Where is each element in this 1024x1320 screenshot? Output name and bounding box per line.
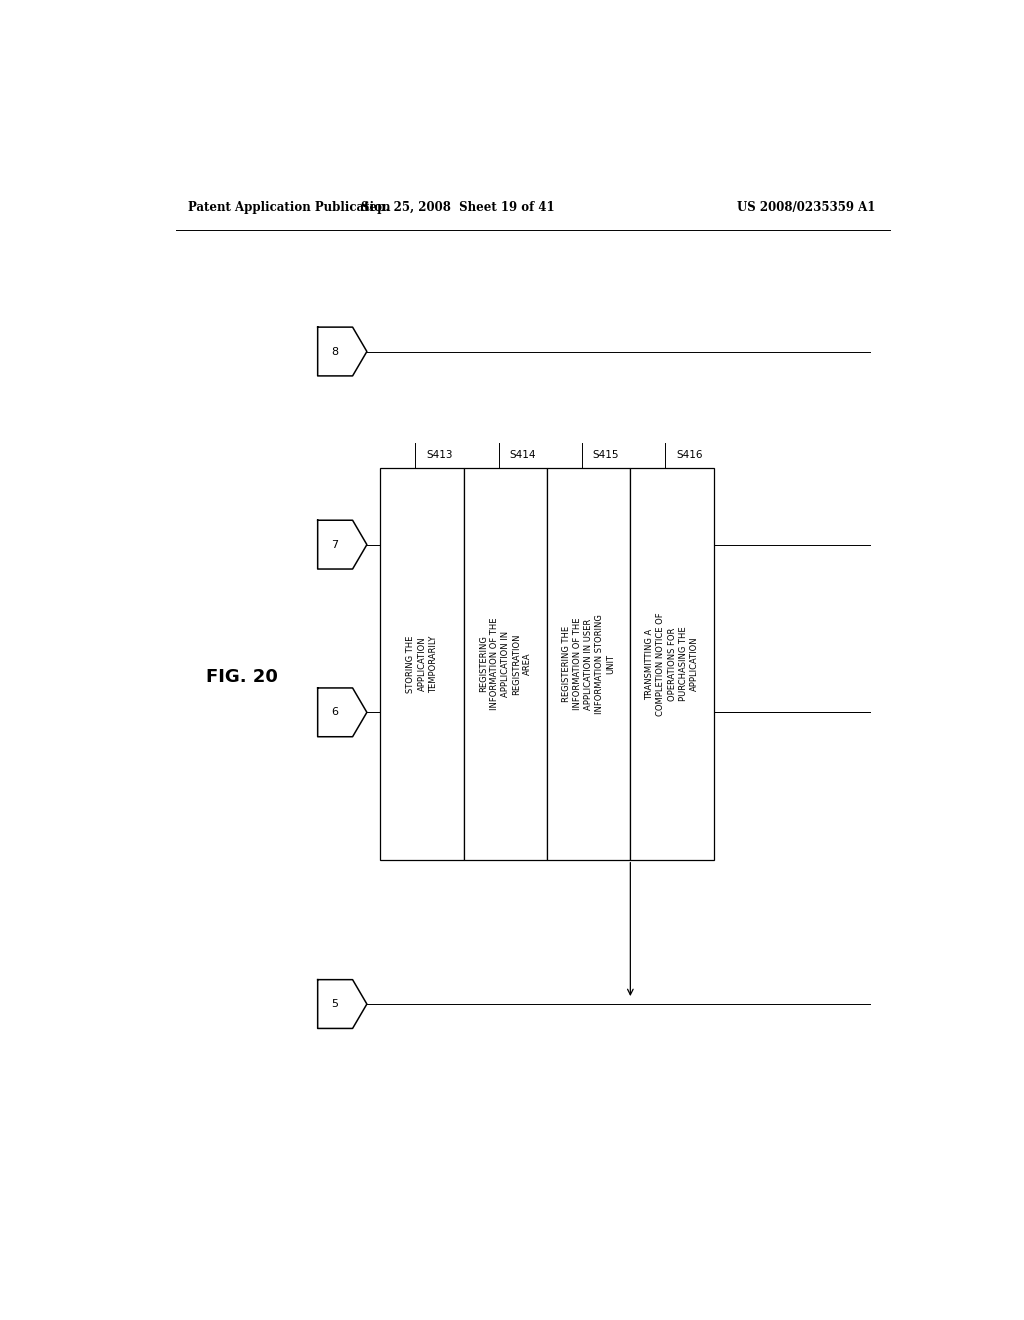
Text: TRANSMITTING A
COMPLETION NOTICE OF
OPERATIONS FOR
PURCHASING THE
APPLICATION: TRANSMITTING A COMPLETION NOTICE OF OPER… [645,612,698,715]
Text: S413: S413 [426,450,453,461]
Text: Sep. 25, 2008  Sheet 19 of 41: Sep. 25, 2008 Sheet 19 of 41 [360,201,554,214]
Text: FIG. 20: FIG. 20 [206,668,278,686]
Polygon shape [317,688,367,737]
FancyBboxPatch shape [547,469,631,859]
Text: Patent Application Publication: Patent Application Publication [187,201,390,214]
Text: S416: S416 [676,450,702,461]
Text: S415: S415 [593,450,620,461]
Text: 7: 7 [332,540,339,549]
FancyBboxPatch shape [464,469,547,859]
Polygon shape [317,979,367,1028]
Polygon shape [317,327,367,376]
Polygon shape [317,520,367,569]
Text: S414: S414 [509,450,536,461]
Text: 6: 6 [332,708,339,717]
Text: 5: 5 [332,999,339,1008]
FancyBboxPatch shape [380,469,464,859]
FancyBboxPatch shape [631,469,714,859]
Text: 8: 8 [332,347,339,356]
Text: REGISTERING THE
INFORMATION OF THE
APPLICATION IN USER
INFORMATION STORING
UNIT: REGISTERING THE INFORMATION OF THE APPLI… [562,614,615,714]
Text: STORING THE
APPLICATION
TEMPORARILY: STORING THE APPLICATION TEMPORARILY [407,635,437,693]
Text: US 2008/0235359 A1: US 2008/0235359 A1 [737,201,876,214]
Text: REGISTERING
INFORMATION OF THE
APPLICATION IN
REGISTRATION
AREA: REGISTERING INFORMATION OF THE APPLICATI… [478,618,532,710]
